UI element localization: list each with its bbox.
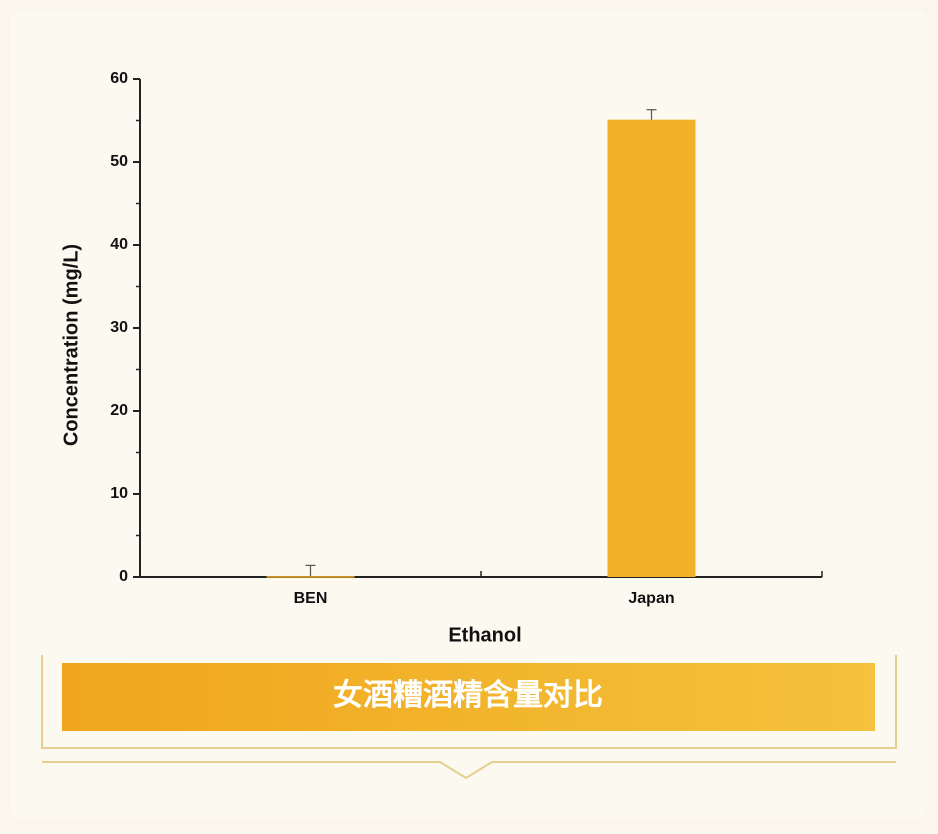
frame-arrow (42, 761, 896, 780)
frame (41, 655, 897, 749)
bar (607, 119, 696, 578)
y-tick-label: 0 (119, 568, 128, 585)
caption-banner (62, 663, 875, 731)
y-tick-label: 10 (110, 485, 128, 502)
y-tick-label: 20 (110, 402, 128, 419)
x-tick-label: Japan (628, 590, 674, 607)
x-axis-label: Ethanol (448, 624, 521, 646)
y-tick-label: 30 (110, 319, 128, 336)
y-tick-label: 50 (110, 153, 128, 170)
y-tick-label: 60 (110, 70, 128, 87)
x-tick-label: BEN (294, 590, 328, 607)
caption: 女酒糟酒精含量对比 (333, 678, 603, 712)
y-axis-label: Concentration (mg/L) (60, 244, 82, 446)
bar (266, 576, 355, 578)
card (10, 10, 928, 819)
chart: 0 10 20 30 40 50 60 BEN Japan (110, 70, 823, 607)
y-tick-label: 40 (110, 236, 128, 253)
